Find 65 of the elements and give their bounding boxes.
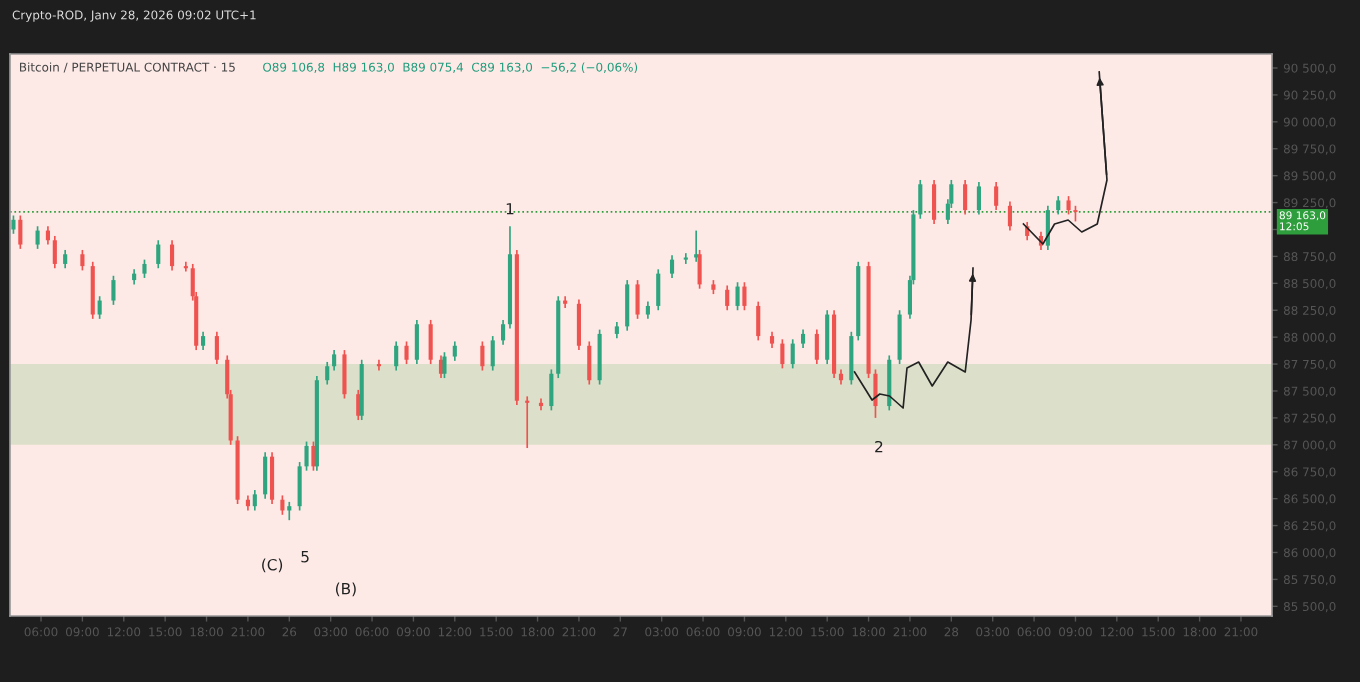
candlestick <box>1056 195 1061 216</box>
candlestick <box>442 351 447 379</box>
candlestick <box>428 319 433 365</box>
candlestick <box>169 239 175 272</box>
candlestick <box>111 274 116 306</box>
candlestick <box>873 368 878 419</box>
candlestick <box>304 440 309 472</box>
candlestick <box>332 349 337 372</box>
candlestick <box>18 214 23 250</box>
candlestick <box>887 354 892 412</box>
candlestick <box>897 309 902 365</box>
candlestick <box>142 258 147 279</box>
candlestick <box>994 181 999 211</box>
candlestick <box>697 249 702 290</box>
candlestick <box>325 361 330 386</box>
candlestick <box>669 254 675 279</box>
candlestick <box>342 349 347 400</box>
candlestick <box>45 225 50 246</box>
candlestick <box>404 340 409 365</box>
candlestick <box>269 451 275 505</box>
candlestick <box>656 268 661 312</box>
candlestick <box>735 281 740 312</box>
candlestick <box>549 368 554 412</box>
candlestick <box>976 181 981 216</box>
candlestick <box>1007 200 1013 232</box>
candlestick <box>311 440 316 472</box>
candlestick <box>576 298 581 351</box>
candlestick <box>263 451 268 500</box>
candlestick <box>1066 195 1071 216</box>
candlestick <box>742 281 747 312</box>
candlestick <box>587 340 592 386</box>
candlestick <box>625 279 630 332</box>
candlestick <box>800 328 806 349</box>
candlestick <box>97 295 102 320</box>
candlestick <box>201 330 206 351</box>
candlestick <box>63 249 68 270</box>
candlestick <box>480 340 485 372</box>
candlestick <box>11 214 16 235</box>
candlestick <box>297 461 302 512</box>
candlestick <box>80 249 85 272</box>
candlestick <box>490 335 495 372</box>
candlestick <box>963 179 968 216</box>
candlestick <box>790 338 795 370</box>
candlestick <box>814 328 819 365</box>
candlestick <box>452 340 457 362</box>
candlestick <box>918 179 923 220</box>
candlestick <box>156 239 161 270</box>
candlestick <box>725 284 730 312</box>
candlestick <box>356 389 361 421</box>
candlestick <box>849 330 854 386</box>
candlestick <box>214 330 219 365</box>
candlestick <box>563 295 568 309</box>
candlestick <box>756 300 761 342</box>
candlestick <box>501 319 506 346</box>
candlestick <box>635 279 640 320</box>
candlestick <box>694 229 699 263</box>
candlestick <box>780 338 785 370</box>
candlestick <box>932 179 937 225</box>
candlestick <box>35 225 40 250</box>
candlestick <box>597 328 602 386</box>
candlestick <box>394 340 399 372</box>
candlestick <box>52 235 57 270</box>
candlestick <box>825 309 830 365</box>
candlestick <box>252 489 257 512</box>
candlestick <box>414 319 419 365</box>
